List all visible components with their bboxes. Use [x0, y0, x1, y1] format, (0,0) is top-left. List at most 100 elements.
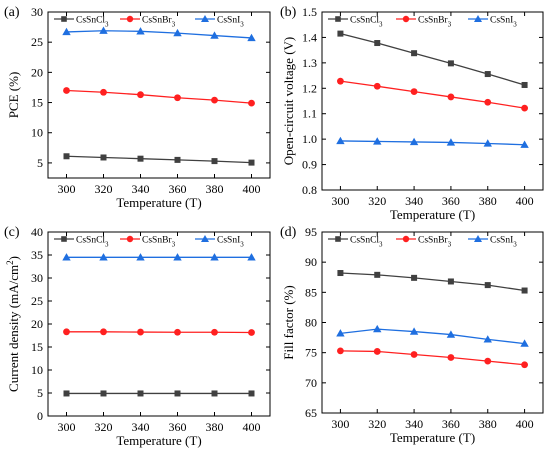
data-point	[247, 33, 256, 42]
data-point	[211, 158, 218, 165]
data-point	[484, 71, 491, 78]
x-tick-label: 380	[479, 417, 497, 431]
data-point	[211, 96, 218, 104]
y-tick-label: 15	[31, 340, 43, 354]
chart-panel-d: (d) 300 320 340 360 380 400 65 70 75 80 85 90 95 Tempe…	[280, 225, 544, 445]
x-tick-label: 400	[516, 417, 534, 431]
x-tick-label: 300	[331, 417, 349, 431]
y-tick-label: 20	[31, 317, 43, 331]
y-tick-label: 30	[31, 271, 43, 285]
y-tick-label: 80	[305, 316, 317, 330]
y-tick-label: 65	[305, 406, 317, 420]
series-line	[66, 155, 252, 164]
y-tick-label: 20	[31, 65, 43, 79]
y-tick-label: 30	[31, 5, 43, 19]
chart-panel-c: (c) 300 320 340 360 380 400 0 5 10 15 20 25 30 35 40 Tem…	[4, 225, 271, 448]
data-point	[137, 91, 144, 99]
series-cssncl3	[337, 270, 528, 294]
data-point	[248, 99, 255, 107]
data-point	[373, 82, 381, 90]
data-point	[211, 390, 218, 397]
legend-label: CsSnI3	[490, 236, 517, 249]
data-point	[337, 347, 344, 355]
data-point	[173, 28, 182, 37]
x-tick-label: 360	[442, 417, 460, 431]
y-tick-label: 75	[305, 346, 317, 360]
data-point	[63, 328, 70, 336]
data-point	[411, 274, 418, 281]
x-tick-label: 320	[368, 194, 386, 208]
data-point	[409, 327, 419, 335]
series-line	[66, 30, 252, 39]
data-point	[521, 361, 528, 369]
legend-label: CsSnCl3	[350, 236, 383, 249]
x-tick-label: 400	[516, 194, 534, 208]
x-tick-label: 300	[331, 194, 349, 208]
x-tick-label: 340	[132, 182, 150, 196]
data-point	[446, 138, 456, 146]
series-line	[340, 140, 525, 146]
data-point	[99, 253, 108, 261]
y-tick-label: 15	[31, 96, 43, 110]
x-tick-label: 300	[58, 182, 76, 196]
data-point	[248, 390, 255, 397]
data-point	[521, 104, 528, 112]
plot-frame	[321, 231, 544, 414]
data-point	[447, 354, 455, 361]
x-tick-label: 360	[169, 420, 187, 434]
y-tick-label: 1.3	[302, 56, 317, 70]
data-point	[210, 253, 219, 261]
data-point	[100, 154, 107, 161]
y-tick-label: 0	[37, 409, 43, 423]
data-point	[484, 357, 492, 365]
legend-label: CsSnBr3	[418, 236, 452, 249]
data-point	[100, 88, 107, 96]
data-point	[63, 87, 70, 94]
data-point	[63, 153, 70, 160]
panel-label: (d)	[280, 225, 297, 240]
data-point	[337, 77, 344, 85]
legend: CsSnCl3 CsSnBr3 CsSnI3	[328, 15, 517, 29]
data-point	[247, 253, 256, 261]
data-point	[211, 328, 218, 336]
data-point	[373, 348, 381, 355]
data-point	[248, 329, 255, 336]
data-point	[411, 50, 418, 57]
data-point	[447, 278, 454, 285]
data-point	[210, 31, 219, 39]
legend-label: CsSnCl3	[76, 236, 109, 249]
data-point	[484, 98, 492, 106]
legend-label: CsSnCl3	[350, 16, 383, 29]
x-tick-label: 400	[243, 420, 261, 434]
panel-label: (c)	[4, 225, 20, 240]
data-point	[409, 137, 419, 146]
data-point	[62, 27, 71, 36]
data-point	[100, 328, 107, 336]
y-tick-label: 10	[31, 363, 43, 377]
y-axis-title: Open-circuit voltage (V)	[281, 37, 296, 166]
x-axis-title: Temperature (T)	[116, 433, 201, 448]
data-point	[373, 324, 382, 333]
legend-marker	[61, 236, 67, 242]
chart-panel-a: (a) 300 320 340 360 380 400 5 10 15 20 25 30 Temperat…	[4, 5, 271, 210]
data-point	[483, 335, 492, 343]
series-cssnbr3	[337, 77, 528, 112]
y-tick-label: 0.8	[302, 183, 317, 197]
data-point	[336, 329, 345, 337]
y-tick-label: 1.4	[302, 30, 317, 44]
data-point	[100, 390, 107, 397]
data-point	[337, 30, 344, 37]
data-point	[173, 253, 182, 261]
legend-label: CsSnBr3	[418, 16, 452, 29]
data-point	[521, 81, 528, 88]
y-tick-label: 10	[31, 126, 43, 140]
series-line	[340, 328, 525, 345]
legend-marker	[474, 15, 482, 22]
data-point	[174, 390, 181, 397]
legend-marker	[335, 16, 341, 22]
legend: CsSnCl3 CsSnBr3 CsSnI3	[54, 235, 244, 249]
y-tick-label: 5	[37, 156, 43, 170]
legend-label: CsSnCl3	[76, 16, 109, 29]
series-line	[66, 331, 252, 334]
